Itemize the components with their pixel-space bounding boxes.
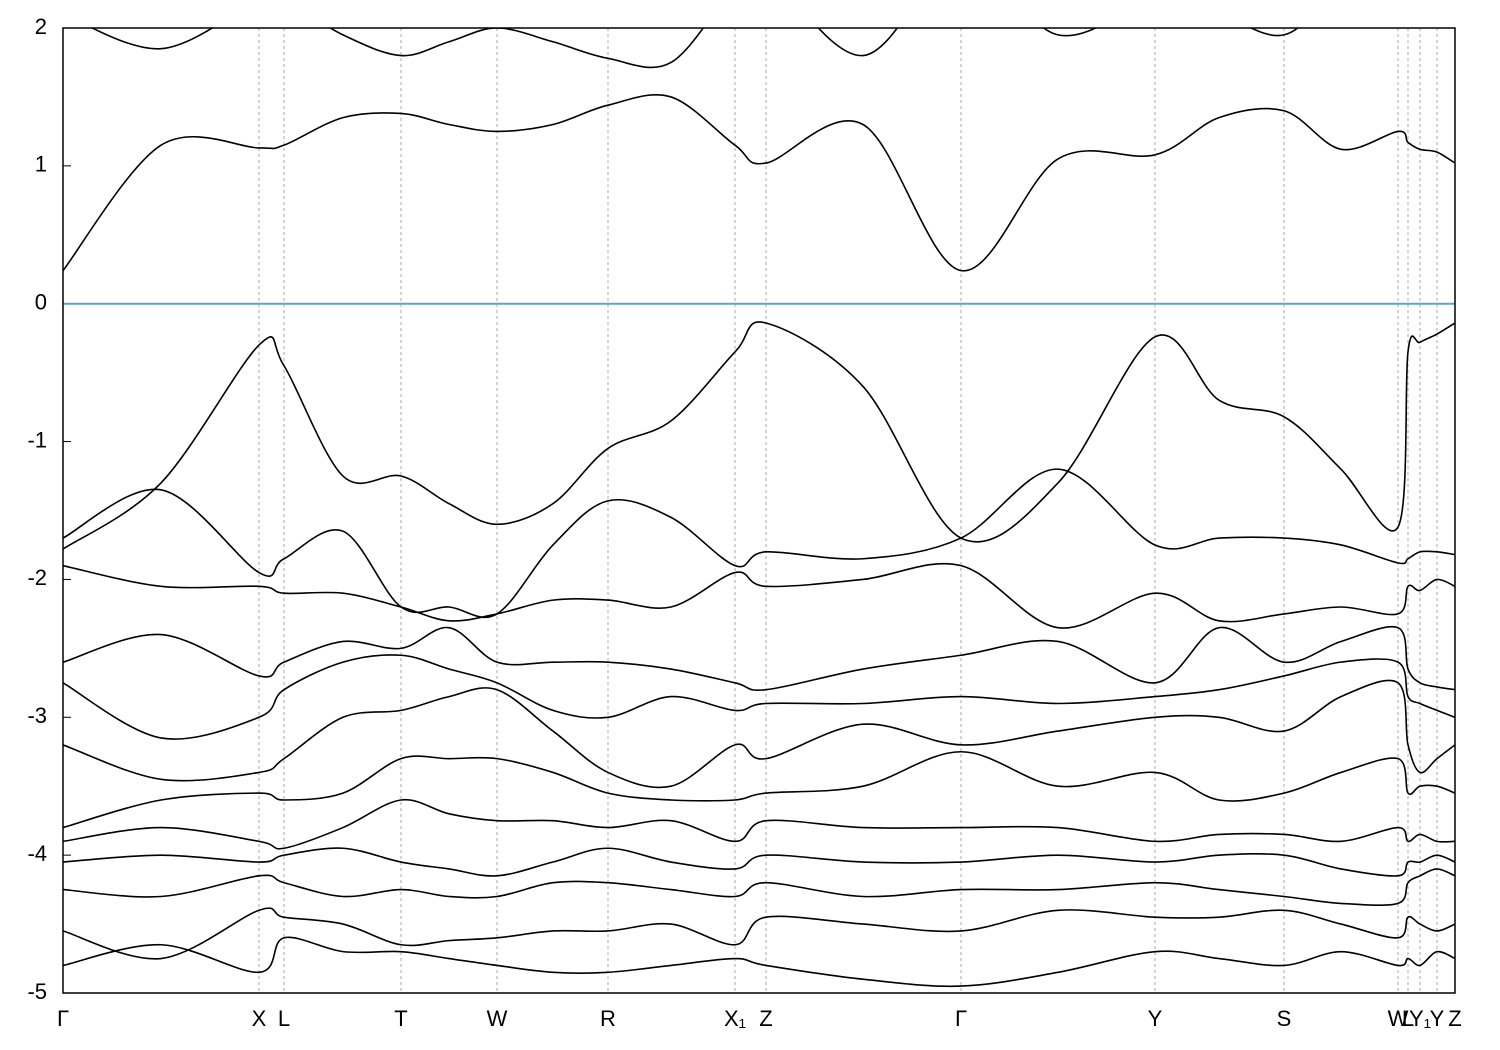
x-tick-label: R — [600, 1006, 616, 1031]
band-line — [63, 654, 1455, 740]
band-line — [63, 93, 1455, 272]
band-line — [63, 679, 1455, 789]
y-tick-label: -1 — [27, 427, 47, 452]
band-line — [63, 847, 1455, 877]
x-tick-label: Γ — [955, 1006, 967, 1031]
x-tick-label: W — [487, 1006, 508, 1031]
x-tick-label: Y — [1148, 1006, 1163, 1031]
y-tick-label: 1 — [35, 152, 47, 177]
x-tick-label: Z — [759, 1006, 772, 1031]
y-tick-label: 0 — [35, 290, 47, 315]
band-line — [63, 907, 1455, 960]
band-line — [63, 321, 1455, 550]
y-tick-label: -2 — [27, 565, 47, 590]
bands — [63, 28, 1455, 988]
y-tick-label: 2 — [35, 14, 47, 39]
grid — [62, 27, 1456, 994]
plot-frame — [62, 27, 1456, 994]
x-tick-label: T — [394, 1006, 407, 1031]
y-tick-label: -4 — [27, 841, 47, 866]
band-line — [63, 798, 1455, 850]
x-tick-label: Y — [1430, 1006, 1445, 1031]
band-line — [90, 28, 1299, 69]
x-tick-label: X — [252, 1006, 267, 1031]
x-tick-label: L — [278, 1006, 290, 1031]
x-tick-label: Γ — [57, 1006, 69, 1031]
x-tick-label: Y₁ — [1409, 1006, 1431, 1031]
band-line — [63, 625, 1455, 692]
x-tick-label: S — [1277, 1006, 1292, 1031]
x-tick-label: W — [1388, 1006, 1409, 1031]
band-line — [63, 750, 1455, 829]
y-tick-label: -5 — [27, 979, 47, 1004]
band-line — [63, 868, 1455, 907]
band-line — [63, 562, 1455, 629]
x-tick-label: Z — [1448, 1006, 1461, 1031]
x-tick-label: X₁ — [724, 1006, 746, 1031]
band-line — [63, 936, 1455, 988]
x-tick-label: L — [1402, 1006, 1414, 1031]
y-tick-label: -3 — [27, 703, 47, 728]
band-line — [63, 468, 1455, 619]
